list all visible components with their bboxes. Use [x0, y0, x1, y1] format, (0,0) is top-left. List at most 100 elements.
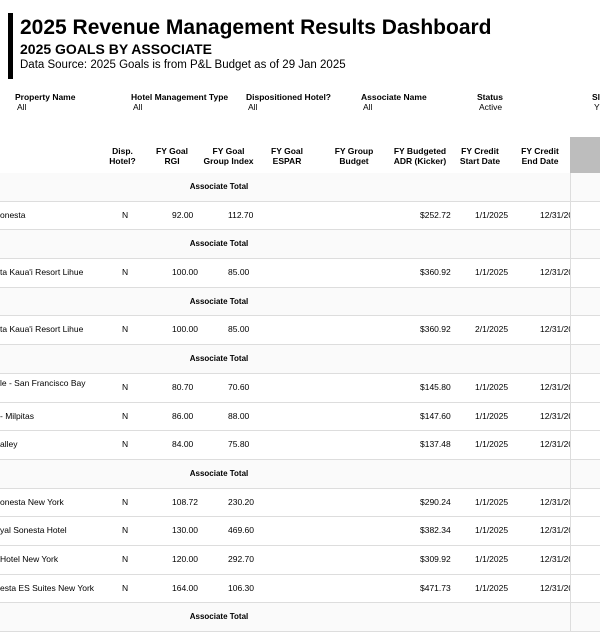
table-row: Hotel New York N 120.00 292.70 $309.92 1/1/20…	[0, 545, 600, 575]
goal-group-index-cell: 85.00	[228, 267, 250, 278]
goal-rgi-cell: 120.00	[172, 553, 198, 564]
table-row: le - San Francisco Bay N 80.70 70.60 $145.80…	[0, 373, 600, 403]
col-header-disp-hotel[interactable]: Disp. Hotel?	[109, 146, 136, 166]
row-scroll-stub	[570, 316, 600, 345]
property-name-cell[interactable]: alley	[0, 439, 18, 450]
credit-end-cell: 12/31/2025	[540, 267, 583, 278]
property-name-cell[interactable]: onesta	[0, 209, 26, 220]
goal-group-index-cell: 112.70	[228, 209, 254, 220]
disp-hotel-cell: N	[122, 553, 129, 564]
goal-rgi-cell: 84.00	[172, 439, 194, 450]
property-name-cell[interactable]: Hotel New York	[0, 553, 59, 564]
credit-start-cell: 1/1/2025	[475, 209, 509, 220]
goal-group-index-cell: 469.60	[228, 525, 254, 536]
property-name-cell[interactable]: esta ES Suites New York	[0, 582, 95, 593]
row-scroll-stub	[570, 459, 600, 488]
row-scroll-stub	[570, 259, 600, 287]
filter-truncated[interactable]: Sl Y	[592, 92, 600, 112]
row-scroll-stub	[570, 603, 600, 631]
table-row: onesta N 92.00 112.70 $252.72 1/1/2025 12/31/2…	[0, 201, 600, 231]
property-name-cell[interactable]: le - San Francisco Bay	[0, 377, 86, 388]
filter-label: Hotel Management Type	[131, 92, 229, 102]
budgeted-adr-cell: $309.92	[420, 553, 451, 564]
associate-total-label: Associate Total	[189, 612, 249, 622]
associate-total-row: Associate Total	[0, 173, 600, 202]
budgeted-adr-cell: $252.72	[420, 209, 451, 220]
property-name-cell[interactable]: onesta New York	[0, 496, 64, 507]
goal-rgi-cell: 100.00	[172, 267, 198, 278]
table-row: - Milpitas N 86.00 88.00 $147.60 1/1/2025 12/3…	[0, 402, 600, 432]
budgeted-adr-cell: $382.34	[420, 525, 451, 536]
col-header-budgeted-adr[interactable]: FY Budgeted ADR (Kicker)	[393, 146, 447, 166]
budgeted-adr-cell: $471.73	[420, 582, 451, 593]
col-header-goal-group-index[interactable]: FY Goal Group Index	[203, 146, 254, 166]
filter-label: Associate Name	[361, 92, 427, 102]
property-name-cell[interactable]: - Milpitas	[0, 410, 35, 421]
filter-label: Dispositioned Hotel?	[246, 92, 331, 102]
filter-value: All	[248, 102, 258, 112]
filter-hotel-management-type[interactable]: Hotel Management Type All	[131, 92, 228, 112]
goal-group-index-cell: 88.00	[228, 410, 250, 421]
associate-total-row: Associate Total	[0, 459, 600, 489]
col-header-credit-end[interactable]: FY Credit End Date	[521, 146, 559, 166]
property-name-cell[interactable]: ta Kaua'i Resort Lihue	[0, 324, 84, 335]
goal-rgi-cell: 108.72	[172, 496, 198, 507]
budgeted-adr-cell: $145.80	[420, 381, 451, 392]
disp-hotel-cell: N	[122, 381, 129, 392]
goal-group-index-cell: 85.00	[228, 324, 250, 335]
goal-rgi-cell: 80.70	[172, 381, 194, 392]
col-header-credit-start[interactable]: FY Credit Start Date	[459, 146, 501, 166]
credit-start-cell: 1/1/2025	[475, 496, 509, 507]
credit-start-cell: 1/1/2025	[475, 553, 509, 564]
filter-dispositioned-hotel[interactable]: Dispositioned Hotel? All	[246, 92, 331, 112]
goal-rgi-cell: 130.00	[172, 525, 198, 536]
associate-total-label: Associate Total	[189, 354, 249, 364]
credit-end-cell: 12/31/2025	[540, 209, 583, 220]
row-scroll-stub	[570, 574, 600, 603]
disp-hotel-cell: N	[122, 582, 129, 593]
results-table: Associate Total onesta N 92.00 112.70 $252.72…	[0, 173, 600, 632]
dashboard-header: 2025 Revenue Management Results Dashboar…	[8, 13, 492, 79]
credit-end-cell: 12/31/2025	[540, 410, 583, 421]
associate-total-label: Associate Total	[189, 182, 249, 191]
associate-total-row: Associate Total	[0, 345, 600, 374]
budgeted-adr-cell: $147.60	[420, 410, 451, 421]
col-header-group-budget[interactable]: FY Group Budget	[334, 146, 374, 166]
disp-hotel-cell: N	[122, 439, 129, 450]
budgeted-adr-cell: $290.24	[420, 496, 451, 507]
credit-start-cell: 1/1/2025	[475, 582, 509, 593]
row-scroll-stub	[570, 373, 600, 402]
page-subtitle: 2025 GOALS BY ASSOCIATE	[20, 41, 212, 57]
disp-hotel-cell: N	[122, 525, 129, 536]
filter-value: Active	[479, 102, 503, 112]
col-header-goal-espar[interactable]: FY Goal ESPAR	[271, 146, 303, 166]
row-scroll-stub	[570, 545, 600, 574]
row-scroll-stub	[570, 517, 600, 545]
page-title: 2025 Revenue Management Results Dashboar…	[20, 16, 492, 39]
credit-end-cell: 12/31/2025	[540, 553, 583, 564]
row-scroll-stub	[570, 345, 600, 373]
filter-value: All	[363, 102, 373, 112]
col-header-goal-rgi[interactable]: FY Goal RGI	[156, 146, 188, 166]
row-scroll-stub	[570, 287, 600, 316]
budgeted-adr-cell: $360.92	[420, 267, 451, 278]
filter-property-name[interactable]: Property Name All	[15, 92, 75, 112]
credit-end-cell: 12/31/2025	[540, 525, 583, 536]
associate-total-label: Associate Total	[189, 468, 249, 478]
credit-end-cell: 12/31/2025	[540, 439, 583, 450]
filter-label: Property Name	[15, 92, 76, 102]
property-name-cell[interactable]: ta Kaua'i Resort Lihue	[0, 267, 84, 278]
goal-rgi-cell: 86.00	[172, 410, 194, 421]
credit-start-cell: 1/1/2025	[475, 381, 509, 392]
credit-end-cell: 12/31/2025	[540, 381, 583, 392]
row-scroll-stub	[570, 402, 600, 431]
goal-group-index-cell: 70.60	[228, 381, 250, 392]
filter-value: All	[17, 102, 27, 112]
filter-status[interactable]: Status Active	[477, 92, 503, 112]
filter-associate-name[interactable]: Associate Name All	[361, 92, 427, 112]
goal-group-index-cell: 292.70	[228, 553, 254, 564]
budgeted-adr-cell: $360.92	[420, 324, 451, 335]
property-name-cell[interactable]: yal Sonesta Hotel	[0, 525, 67, 536]
credit-end-cell: 12/31/2025	[540, 582, 583, 593]
associate-total-row: Associate Total	[0, 603, 600, 632]
